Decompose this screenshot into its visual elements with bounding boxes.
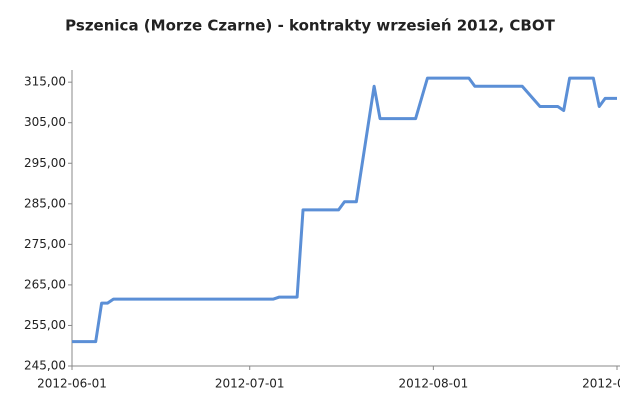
chart-title: Pszenica (Morze Czarne) - kontrakty wrze… — [65, 17, 555, 35]
line-series — [72, 76, 617, 344]
y-tick-label: 275,00 — [24, 237, 66, 251]
x-tick-label: 2012-08-01 — [398, 377, 468, 391]
y-tick-label: 305,00 — [24, 115, 66, 129]
x-tick-label: 2012-09-01 — [582, 377, 620, 391]
y-tick-label: 265,00 — [24, 277, 66, 291]
x-tick-label: 2012-06-01 — [37, 377, 107, 391]
y-tick-label: 315,00 — [24, 75, 66, 89]
y-tick-label: 245,00 — [24, 359, 66, 373]
y-tick-label: 295,00 — [24, 156, 66, 170]
y-tick-label: 255,00 — [24, 318, 66, 332]
x-tick-label: 2012-07-01 — [215, 377, 285, 391]
y-tick-label: 285,00 — [24, 196, 66, 210]
